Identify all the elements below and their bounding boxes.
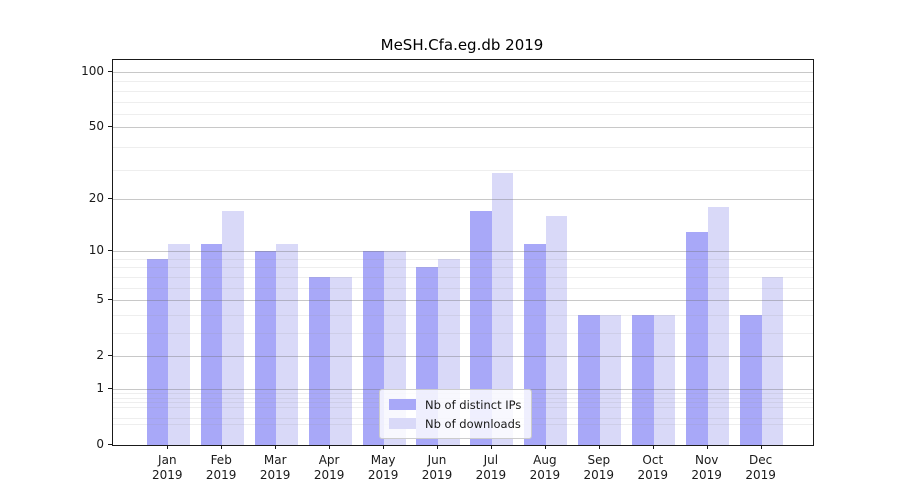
x-tick-mark <box>544 445 546 449</box>
bar-downloads-aug <box>545 216 568 445</box>
y-tick-label: 10 <box>88 243 104 258</box>
legend-entry-downloads: Nb of downloads <box>389 414 521 433</box>
x-tick-label-jan: Jan 2019 <box>152 453 183 482</box>
bar-distinct-ips-may <box>362 251 385 445</box>
y-tick-mark <box>108 355 112 357</box>
bar-distinct-ips-dec <box>740 314 762 445</box>
legend-entry-distinct-ips: Nb of distinct IPs <box>389 395 521 414</box>
bar-distinct-ips-mar <box>254 251 277 445</box>
bar-distinct-ips-jan <box>146 258 169 445</box>
minor-gridline <box>113 90 813 92</box>
x-tick-mark <box>329 445 331 449</box>
x-tick-label-may: May 2019 <box>367 453 399 482</box>
bar-downloads-feb <box>222 211 244 445</box>
x-tick-mark <box>221 445 223 449</box>
x-tick-label-mar: Mar 2019 <box>259 453 291 482</box>
x-tick-mark <box>490 445 492 449</box>
major-gridline <box>113 72 813 73</box>
y-tick-label: 20 <box>88 190 104 205</box>
bar-distinct-ips-apr <box>308 276 331 445</box>
x-tick-label-jul: Jul 2019 <box>475 453 507 482</box>
legend-swatch-distinct-ips <box>389 399 416 410</box>
legend-swatch-downloads <box>389 418 416 429</box>
y-tick-mark <box>108 250 112 252</box>
minor-gridline <box>113 114 813 116</box>
x-tick-label-nov: Nov 2019 <box>691 453 722 482</box>
x-tick-mark <box>275 445 277 449</box>
x-tick-label-oct: Oct 2019 <box>637 453 669 482</box>
bar-downloads-nov <box>707 207 730 445</box>
x-tick-mark <box>383 445 385 449</box>
plot-area: Nb of distinct IPs Nb of downloads <box>112 59 814 446</box>
y-tick-mark <box>108 444 112 445</box>
legend-label-distinct-ips: Nb of distinct IPs <box>425 397 522 412</box>
x-tick-mark <box>437 445 438 449</box>
bar-downloads-sep <box>599 314 622 445</box>
y-tick-mark <box>108 197 112 199</box>
legend-label-downloads: Nb of downloads <box>425 416 521 431</box>
x-tick-label-feb: Feb 2019 <box>205 453 237 482</box>
x-tick-label-jun: Jun 2019 <box>421 453 453 482</box>
major-gridline <box>113 127 813 129</box>
x-tick-label-apr: Apr 2019 <box>313 453 345 482</box>
major-gridline <box>113 198 813 200</box>
y-tick-label: 100 <box>81 64 104 78</box>
x-tick-label-sep: Sep 2019 <box>583 453 615 482</box>
y-tick-mark <box>108 388 112 389</box>
y-tick-label: 50 <box>88 119 104 134</box>
x-tick-mark <box>167 445 169 449</box>
x-tick-label-dec: Dec 2019 <box>745 453 776 482</box>
x-tick-mark <box>652 445 654 449</box>
bar-downloads-oct <box>653 314 676 445</box>
y-tick-mark <box>108 71 112 72</box>
bar-distinct-ips-oct <box>632 314 654 445</box>
bar-downloads-mar <box>276 244 298 445</box>
y-tick-mark <box>108 126 112 128</box>
y-tick-label: 0 <box>96 437 104 451</box>
y-tick-label: 2 <box>96 348 104 363</box>
bar-downloads-apr <box>330 276 352 445</box>
x-tick-mark <box>760 445 762 449</box>
bar-downloads-dec <box>761 276 784 445</box>
y-tick-label: 5 <box>96 292 104 307</box>
bar-distinct-ips-jul <box>470 211 492 445</box>
bar-downloads-jul <box>491 172 514 445</box>
y-tick-label: 1 <box>96 381 104 395</box>
minor-gridline <box>113 170 813 172</box>
x-tick-label-aug: Aug 2019 <box>529 453 561 482</box>
minor-gridline <box>113 101 813 103</box>
legend: Nb of distinct IPs Nb of downloads <box>379 389 533 439</box>
minor-gridline <box>113 146 813 148</box>
bar-distinct-ips-sep <box>578 314 600 445</box>
minor-gridline <box>113 81 813 83</box>
bar-distinct-ips-nov <box>686 231 708 445</box>
x-tick-mark <box>598 445 600 449</box>
y-tick-mark <box>108 299 112 301</box>
chart-title: MeSH.Cfa.eg.db 2019 <box>380 36 544 54</box>
bar-distinct-ips-feb <box>200 244 223 445</box>
bar-downloads-jan <box>168 244 190 445</box>
x-tick-mark <box>706 445 708 449</box>
